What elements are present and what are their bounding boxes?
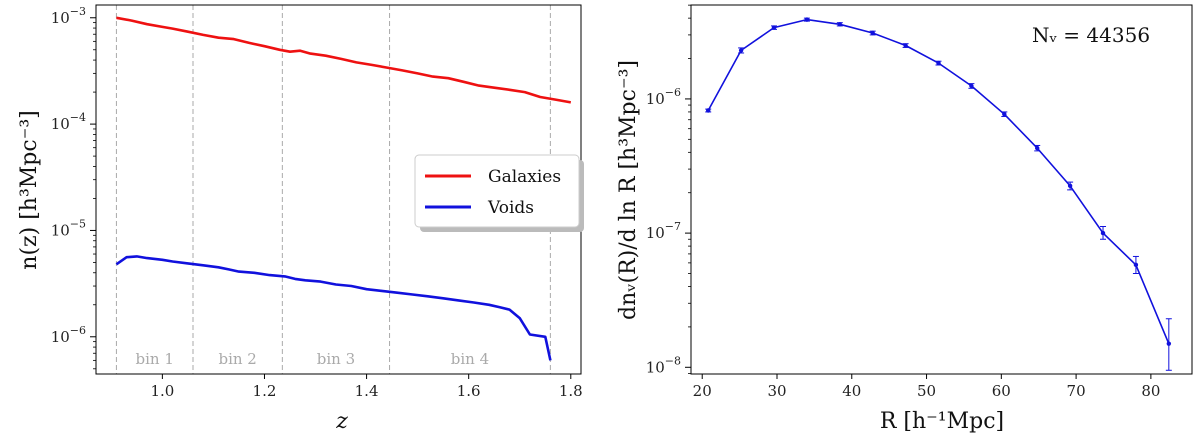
left-y-axis-title: n(z) [h³Mpc⁻³] [17, 110, 42, 269]
bin-label: bin 4 [451, 350, 489, 368]
right-panel: 20 30 40 50 60 70 80 10−8 10−7 10−6 R [h⁻¹Mpc] d… [616, 4, 1193, 434]
data-point [738, 48, 744, 53]
data-point [804, 17, 810, 22]
y-tick-label: 10−5 [51, 217, 86, 239]
x-tick-label: 70 [1067, 382, 1086, 400]
y-tick-label: 10−6 [646, 86, 681, 108]
data-point [1100, 230, 1106, 236]
x-tick-label: 40 [842, 382, 861, 400]
data-point [1166, 341, 1172, 346]
data-point [969, 83, 974, 89]
data-point [1067, 183, 1073, 189]
right-x-axis-title: R [h⁻¹Mpc] [880, 409, 1004, 434]
y-tick-label: 10−6 [51, 324, 86, 346]
bin-label: bin 1 [136, 350, 174, 368]
y-tick-label: 10−4 [51, 111, 86, 133]
data-point [837, 22, 843, 27]
void-count-annotation: Nᵥ = 44356 [1032, 23, 1150, 47]
x-tick-label: 1.6 [457, 382, 481, 400]
x-tick-label: 1.2 [253, 382, 277, 400]
series-line-void-size-function [707, 18, 1170, 345]
data-point [705, 108, 711, 113]
right-series [705, 17, 1172, 371]
y-tick-label: 10−8 [646, 354, 681, 376]
data-point [1002, 111, 1007, 117]
x-tick-label: 1.4 [355, 382, 379, 400]
x-tick-label: 80 [1141, 382, 1160, 400]
left-series [115, 16, 572, 361]
right-y-ticks: 10−8 10−7 10−6 [646, 4, 691, 376]
data-point [771, 25, 777, 30]
legend-label-galaxies: Galaxies [488, 167, 561, 187]
series-line-galaxies [116, 16, 572, 104]
left-y-ticks: 10−6 10−5 10−4 10−3 [51, 5, 96, 370]
y-tick-label: 10−7 [646, 220, 681, 242]
legend-box [414, 154, 580, 228]
right-plot-frame [690, 4, 1193, 375]
data-point [870, 30, 875, 36]
legend-label-voids: Voids [487, 198, 534, 218]
x-tick-label: 60 [992, 382, 1011, 400]
bin-label: bin 2 [218, 350, 256, 368]
x-tick-label: 20 [693, 382, 712, 400]
x-tick-label: 30 [767, 382, 786, 400]
data-point [1133, 262, 1139, 268]
x-tick-label: 50 [917, 382, 936, 400]
left-x-ticks: 1.0 1.2 1.4 1.6 1.8 [150, 374, 583, 400]
bin-label: bin 3 [317, 350, 355, 368]
y-tick-label: 10−3 [51, 5, 86, 27]
right-x-ticks: 20 30 40 50 60 70 80 [693, 374, 1160, 400]
data-point [903, 43, 908, 48]
legend: Galaxies Voids [414, 154, 584, 232]
left-x-axis-title: z [335, 409, 348, 434]
data-point [1035, 145, 1040, 151]
x-tick-label: 1.8 [559, 382, 583, 400]
bin-dividers: bin 1 bin 2 bin 3 bin 4 [115, 5, 551, 374]
left-panel: bin 1 bin 2 bin 3 bin 4 1.0 1.2 1.4 1.6 1.8 10−… [17, 4, 584, 434]
right-y-axis-title: dnᵥ(R)/d ln R [h³Mpc⁻³] [616, 60, 641, 320]
data-point [936, 60, 941, 66]
series-line-voids [115, 255, 552, 361]
x-tick-label: 1.0 [150, 382, 174, 400]
